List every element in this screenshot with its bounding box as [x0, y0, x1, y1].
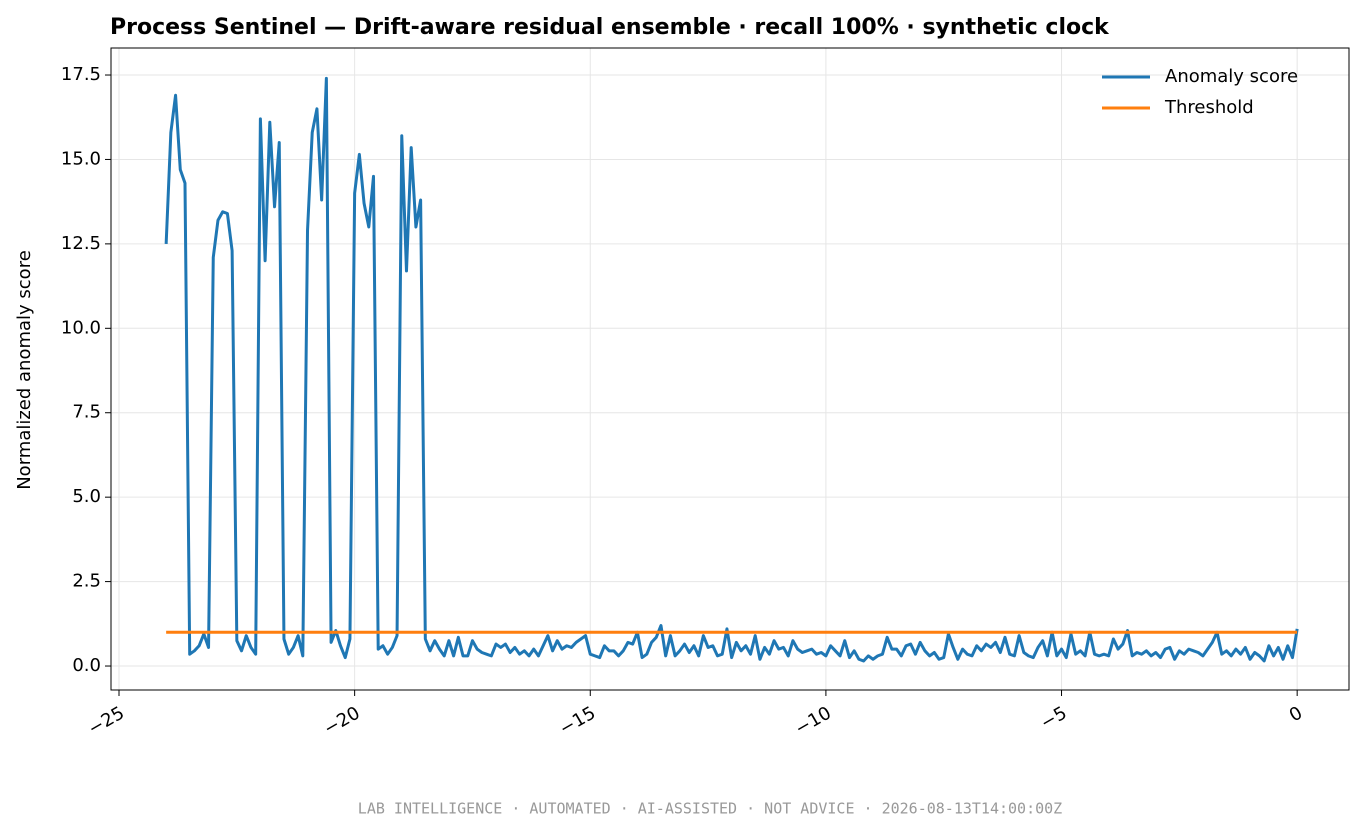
y-axis-label: Normalized anomaly score: [14, 250, 35, 490]
y-tick-label: 15.0: [61, 148, 101, 169]
y-tick-label: 2.5: [72, 571, 101, 592]
x-tick-label: −20: [320, 702, 363, 739]
legend-label: Threshold: [1164, 97, 1254, 118]
y-tick-label: 7.5: [72, 402, 101, 423]
y-tick-label: 0.0: [72, 655, 101, 676]
x-tick-label: −10: [791, 702, 834, 739]
chart-title: Process Sentinel — Drift-aware residual …: [110, 15, 1110, 40]
y-tick-label: 12.5: [61, 233, 101, 254]
footer: LAB INTELLIGENCE · AUTOMATED · AI-ASSIST…: [358, 800, 1062, 818]
x-tick-label: −15: [556, 702, 599, 739]
plot-frame: [110, 47, 1350, 691]
legend-label: Anomaly score: [1165, 66, 1298, 87]
x-tick-label: −25: [85, 702, 128, 739]
y-tick-label: 5.0: [72, 486, 101, 507]
x-tick-label: −5: [1037, 702, 1070, 733]
y-tick-label: 10.0: [61, 317, 101, 338]
y-tick-label: 17.5: [61, 64, 101, 85]
series-line: [164, 76, 1299, 663]
x-tick-label: 0: [1286, 702, 1306, 726]
